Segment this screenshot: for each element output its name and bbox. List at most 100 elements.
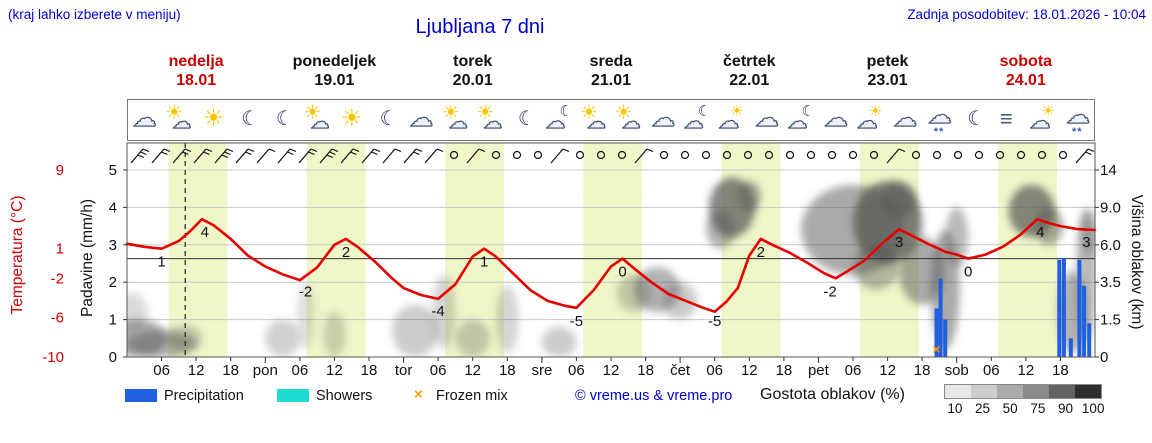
precipitation-bar bbox=[1087, 323, 1092, 357]
day-tick-label: pet bbox=[808, 362, 830, 379]
x-tick-label: 12 bbox=[741, 362, 758, 379]
density-swatch bbox=[1049, 385, 1075, 398]
precipitation-bar bbox=[1068, 338, 1073, 357]
precip-tick-label: 4 bbox=[109, 199, 117, 216]
day-tick-label: sob bbox=[945, 362, 969, 379]
cloud-glyph: ☁ bbox=[754, 105, 779, 132]
precipitation-bar bbox=[1061, 257, 1066, 357]
cloud-density-ticks: 10 25 50 75 90 100 bbox=[941, 401, 1107, 416]
cloud-tick-label: 9.0 bbox=[1100, 199, 1121, 216]
x-tick-label: 06 bbox=[430, 362, 447, 379]
precip-tick-label: 0 bbox=[109, 349, 117, 366]
density-swatch bbox=[945, 385, 971, 398]
cloud-sun-icon: ☀ ☁ bbox=[717, 102, 747, 140]
wind-calm-icon bbox=[869, 150, 879, 160]
cloud-glyph: ☁ bbox=[409, 105, 434, 132]
wind-calm-icon bbox=[743, 150, 753, 160]
sun-glyph: ☀ bbox=[580, 102, 598, 124]
cloud-blob bbox=[167, 325, 202, 352]
density-tick-label: 10 bbox=[947, 401, 963, 416]
sun-glyph: ☀ bbox=[165, 102, 184, 124]
wind-calm-icon bbox=[1037, 150, 1047, 160]
fog-icon: ≡ bbox=[994, 102, 1024, 140]
moon-icon: ☾ bbox=[233, 102, 263, 140]
wind-barb-icon bbox=[382, 148, 402, 164]
x-tick-label: 12 bbox=[603, 362, 620, 379]
day-header: četrtek 22.01 bbox=[680, 52, 818, 90]
temp-tick-label: 1 bbox=[56, 241, 64, 258]
cloud-blob bbox=[737, 181, 761, 212]
cloud-icon: ☁ bbox=[648, 102, 678, 140]
cloud-moon-icon: ☾ ☁ bbox=[545, 102, 575, 140]
wind-barb-icon bbox=[361, 148, 381, 164]
fog-glyph: ≡ bbox=[999, 106, 1013, 131]
wind-barb-icon bbox=[130, 148, 150, 164]
cloud-glyph: ☁ bbox=[856, 110, 878, 133]
density-tick-label: 90 bbox=[1058, 401, 1074, 416]
weather-icon-row: ☁ ☀ ☁ ☀ ☾ ☾ ☀ ☁ ☀ ☾ ☁ ☀ ☁ ☀ ☁ ☾ ☾ ☁ ☀ ☁ ☀ ☁ ☁ ☾ ☁ ☀ ☁ ☁ ☾ ☁ ☁ ☀ ☁ ☁ ☁ ** ☾ ≡ ☀… bbox=[127, 99, 1095, 141]
cloud-glyph: ☁ bbox=[172, 112, 192, 133]
frozen-mix-icon: × bbox=[414, 386, 423, 403]
daylight-band bbox=[583, 143, 643, 357]
wind-calm-icon bbox=[512, 150, 522, 160]
wind-calm-icon bbox=[449, 150, 459, 160]
density-tick-label: 100 bbox=[1081, 401, 1105, 416]
cloud-blob bbox=[322, 312, 346, 357]
cloud-glyph: ☁ bbox=[651, 105, 676, 132]
page-title: Ljubljana 7 dni bbox=[415, 16, 545, 38]
wind-barb-icon bbox=[151, 148, 171, 164]
cloud-glyph: ☁ bbox=[893, 105, 918, 132]
cloud-density-label: Gostota oblakov (%) bbox=[760, 386, 905, 403]
precipitation-swatch bbox=[125, 389, 157, 402]
cloud-moon-icon: ☾ ☁ bbox=[683, 102, 713, 140]
day-date: 21.01 bbox=[590, 72, 631, 89]
x-tick-label: 12 bbox=[326, 362, 343, 379]
x-tick-label: 12 bbox=[464, 362, 481, 379]
day-name: četrtek bbox=[723, 53, 776, 70]
day-name: sobota bbox=[999, 53, 1053, 70]
wind-calm-icon bbox=[596, 150, 606, 160]
wind-barb-icon bbox=[1075, 148, 1095, 164]
wind-calm-icon bbox=[932, 150, 942, 160]
x-tick-label: 06 bbox=[292, 362, 309, 379]
frozen-mix-marker: × bbox=[932, 341, 940, 357]
temperature-value-label: 4 bbox=[1036, 224, 1044, 241]
wind-barb-icon bbox=[424, 148, 444, 164]
temp-tick-label: -10 bbox=[42, 349, 64, 366]
wind-barb-icon bbox=[277, 148, 297, 164]
x-tick-label: 06 bbox=[983, 362, 1000, 379]
cloud-density-layer bbox=[127, 177, 1095, 357]
daylight-band bbox=[998, 143, 1057, 357]
moon-glyph: ☾ bbox=[379, 108, 398, 130]
sun-cloud-icon: ☀ ☁ bbox=[303, 102, 333, 140]
wind-barb-icon bbox=[340, 148, 360, 164]
cloud-glyph: ☁ bbox=[448, 112, 468, 133]
temperature-value-label: 0 bbox=[618, 264, 626, 281]
cloud-blob bbox=[662, 282, 698, 320]
x-tick-label: 18 bbox=[1052, 362, 1069, 379]
cloud-blob bbox=[495, 285, 519, 354]
precipitation-bar bbox=[943, 319, 948, 357]
x-tick-label: 18 bbox=[776, 362, 793, 379]
temperature-axis-title: Temperatura (°C) bbox=[9, 195, 26, 315]
sun-glyph: ☀ bbox=[614, 102, 633, 124]
cloud-glyph: ☁ bbox=[683, 111, 704, 133]
showers-label: Showers bbox=[316, 388, 373, 404]
day-tick-label: pon bbox=[253, 362, 278, 379]
copyright-link[interactable]: © vreme.us & vreme.pro bbox=[575, 388, 733, 404]
cloud-blob bbox=[297, 282, 315, 350]
cloud-blob bbox=[1034, 207, 1064, 245]
wind-barb-icon bbox=[172, 148, 192, 164]
precipitation-label: Precipitation bbox=[164, 388, 244, 404]
cloud-glyph: ☁ bbox=[621, 112, 641, 133]
x-tick-label: 18 bbox=[222, 362, 239, 379]
sun-glyph: ☀ bbox=[341, 105, 363, 132]
sun-glyph: ☀ bbox=[1041, 103, 1055, 120]
moon-icon: ☾ bbox=[268, 102, 298, 140]
day-header: sobota 24.01 bbox=[957, 52, 1095, 90]
cloud-blob bbox=[455, 319, 491, 357]
cloud-glyph: ☁ bbox=[586, 112, 606, 133]
cloud-sun-icon: ☀ ☁ bbox=[1029, 102, 1059, 140]
wind-calm-icon bbox=[764, 150, 774, 160]
